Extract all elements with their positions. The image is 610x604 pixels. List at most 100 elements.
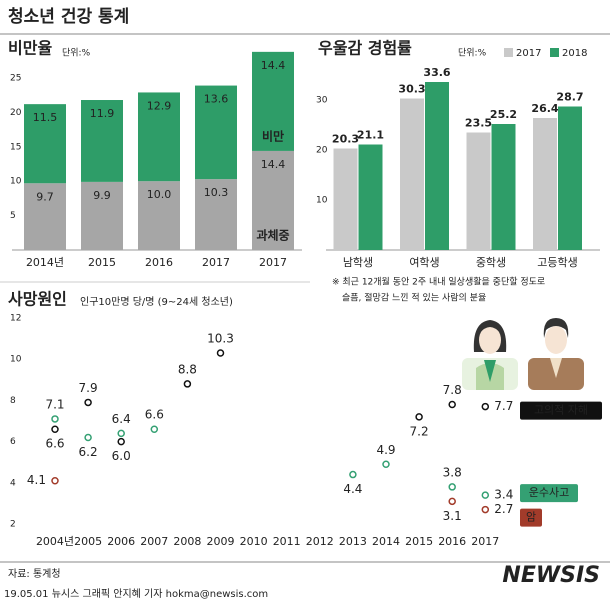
legend-label: 과체중	[256, 228, 289, 243]
point	[117, 429, 125, 438]
bar-segment	[24, 104, 66, 184]
value-label: 20.3	[332, 133, 359, 146]
x-tick-label: 2011	[273, 535, 301, 548]
value-label: 9.7	[36, 190, 54, 203]
point	[117, 437, 125, 446]
value-label: 6.0	[112, 449, 131, 463]
x-tick-label: 2014년	[26, 256, 64, 269]
logo: NEWSIS	[502, 563, 600, 588]
y-tick-label: 5	[10, 211, 16, 221]
legend-label: 2018	[562, 48, 587, 59]
bar-segment	[252, 51, 294, 151]
bar	[466, 132, 491, 250]
value-label: 33.6	[423, 66, 450, 79]
chart-title: 비만율	[8, 39, 52, 58]
point	[448, 483, 456, 491]
credit: 19.05.01 뉴시스 그래픽 안지혜 기자 hokma@newsis.com	[4, 588, 268, 600]
value-label: 30.3	[398, 83, 425, 96]
bar	[358, 144, 383, 250]
value-label: 7.1	[45, 397, 64, 411]
value-label: 2.7	[494, 502, 513, 516]
value-label: 11.5	[33, 111, 58, 124]
x-tick-label: 2015	[88, 256, 116, 269]
x-tick-label: 2009	[207, 535, 235, 548]
legend-label: 비만	[262, 128, 284, 143]
point	[51, 425, 59, 433]
x-tick-label: 2010	[240, 535, 268, 548]
note: 슬픔, 절망감 느낀 적 있는 사람의 분율	[342, 292, 486, 304]
y-tick-label: 4	[10, 478, 16, 488]
point	[481, 491, 490, 499]
value-label: 7.2	[410, 424, 429, 438]
x-tick-label: 중학생	[476, 256, 506, 269]
legend-label: 2017	[516, 48, 541, 59]
point	[84, 433, 92, 442]
bar-segment	[138, 181, 180, 250]
y-tick-label: 2	[10, 520, 16, 530]
value-label: 10.3	[207, 332, 234, 346]
value-label: 28.7	[556, 91, 583, 104]
value-label: 6.4	[112, 412, 131, 426]
chart-title: 사망원인	[8, 290, 67, 309]
source: 자료: 통계청	[8, 568, 61, 580]
x-tick-label: 남학생	[343, 256, 373, 269]
point	[448, 497, 456, 506]
x-tick-label: 2006	[107, 535, 135, 548]
value-label: 9.9	[93, 189, 111, 202]
note: ※ 최근 12개월 동안 2주 내내 일상생활을 중단할 정도로	[332, 276, 545, 288]
bar	[558, 106, 582, 250]
value-label: 13.6	[204, 93, 229, 106]
series-label: 고의적 자해	[534, 403, 588, 417]
series-tag	[520, 401, 602, 420]
value-label: 3.8	[443, 465, 462, 479]
value-label: 10.3	[204, 186, 229, 199]
value-label: 4.4	[343, 482, 362, 496]
value-label: 25.2	[490, 108, 517, 121]
point	[84, 398, 92, 407]
bar-segment	[81, 181, 123, 250]
bar-segment	[81, 100, 123, 182]
series-label: 암	[526, 511, 536, 524]
y-tick-label: 10	[10, 177, 22, 187]
point	[183, 380, 192, 388]
x-tick-label: 2013	[339, 535, 367, 548]
y-tick-label: 30	[316, 96, 328, 106]
value-label: 7.9	[79, 381, 98, 395]
bar-segment	[195, 85, 237, 180]
value-label: 12.9	[147, 99, 172, 112]
value-label: 3.1	[443, 509, 462, 523]
value-label: 21.1	[357, 129, 384, 142]
y-tick-label: 20	[316, 146, 328, 156]
value-label: 23.5	[465, 117, 492, 130]
value-label: 14.4	[261, 158, 286, 171]
y-tick-label: 15	[10, 142, 21, 152]
value-label: 3.4	[494, 488, 513, 502]
y-tick-label: 8	[10, 396, 16, 406]
bar-segment	[24, 183, 66, 250]
x-tick-label: 2012	[306, 535, 334, 548]
x-tick-label: 2017	[259, 256, 287, 269]
value-label: 6.6	[145, 408, 164, 422]
legend-swatch	[550, 48, 559, 57]
x-tick-label: 2016	[438, 535, 466, 548]
bar	[400, 98, 424, 250]
x-tick-label: 2016	[145, 256, 173, 269]
point	[216, 349, 225, 357]
x-tick-label: 2017	[471, 535, 499, 548]
value-label: 14.4	[261, 59, 286, 72]
bar-segment	[195, 179, 237, 250]
y-tick-label: 6	[10, 437, 16, 447]
series-label: 운수사고	[529, 486, 569, 499]
bar	[333, 148, 358, 250]
value-label: 4.9	[376, 443, 395, 457]
bar-segment	[138, 92, 180, 182]
page-title: 청소년 건강 통계	[8, 6, 129, 27]
point	[448, 400, 456, 409]
x-tick-label: 2014	[372, 535, 400, 548]
y-tick-label: 12	[10, 314, 21, 324]
student-icons	[462, 318, 584, 390]
point	[415, 413, 423, 421]
bar	[425, 82, 449, 250]
x-tick-label: 2008	[173, 535, 201, 548]
